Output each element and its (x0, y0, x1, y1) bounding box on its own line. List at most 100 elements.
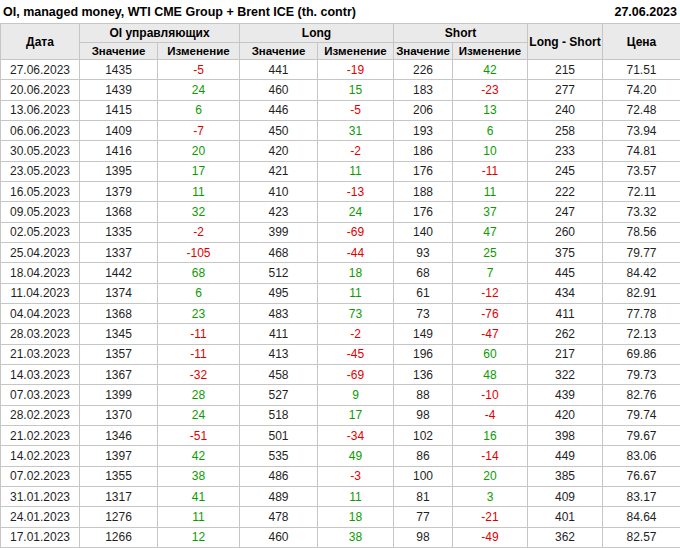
cell-long-short: 222 (528, 181, 603, 201)
cell-price: 84.42 (603, 263, 680, 283)
cell-date: 23.05.2023 (1, 161, 80, 181)
table-row: 04.04.20231368234837373-7641177.78 (1, 303, 680, 323)
cell-oi-change: 41 (158, 486, 240, 506)
cell-date: 30.05.2023 (1, 141, 80, 161)
cell-short-value: 226 (394, 60, 453, 80)
cell-long-change: 9 (318, 385, 394, 405)
cell-price: 82.57 (603, 527, 680, 547)
cell-oi-change: -11 (158, 324, 240, 344)
cell-long-value: 423 (240, 202, 318, 222)
cell-long-short: 398 (528, 425, 603, 445)
cell-long-change: 73 (318, 303, 394, 323)
table-row: 21.03.20231357-11413-451966021769.86 (1, 344, 680, 364)
cell-oi-change: 23 (158, 303, 240, 323)
cell-price: 82.76 (603, 385, 680, 405)
cell-price: 79.74 (603, 405, 680, 425)
cell-long-change: 18 (318, 507, 394, 527)
col-header-price: Цена (603, 24, 680, 60)
cell-short-value: 188 (394, 181, 453, 201)
col-header-long-value: Значение (240, 43, 318, 60)
cell-date: 21.02.2023 (1, 425, 80, 445)
cell-short-change: -11 (453, 161, 528, 181)
table-row: 23.05.202313951742111176-1124573.57 (1, 161, 680, 181)
cell-oi-value: 1367 (80, 364, 158, 384)
table-row: 31.01.20231317414891181340983.17 (1, 486, 680, 506)
cell-short-value: 149 (394, 324, 453, 344)
cell-long-change: 11 (318, 161, 394, 181)
cell-oi-change: 32 (158, 202, 240, 222)
cell-long-short: 434 (528, 283, 603, 303)
cell-long-change: 11 (318, 283, 394, 303)
cell-long-short: 375 (528, 242, 603, 262)
cell-oi-value: 1346 (80, 425, 158, 445)
cell-long-short: 245 (528, 161, 603, 181)
cell-oi-value: 1335 (80, 222, 158, 242)
cell-price: 72.11 (603, 181, 680, 201)
cell-price: 74.20 (603, 80, 680, 100)
cell-long-short: 260 (528, 222, 603, 242)
cell-price: 72.13 (603, 324, 680, 344)
cell-oi-value: 1266 (80, 527, 158, 547)
col-header-short-change: Изменение (453, 43, 528, 60)
cell-oi-value: 1374 (80, 283, 158, 303)
cell-price: 72.48 (603, 100, 680, 120)
cell-long-change: 24 (318, 202, 394, 222)
cell-long-short: 277 (528, 80, 603, 100)
cell-short-value: 206 (394, 100, 453, 120)
cell-oi-value: 1370 (80, 405, 158, 425)
table-row: 07.03.2023139928527988-1043982.76 (1, 385, 680, 405)
cell-long-short: 409 (528, 486, 603, 506)
cell-long-value: 535 (240, 446, 318, 466)
cell-price: 69.86 (603, 344, 680, 364)
cell-oi-value: 1435 (80, 60, 158, 80)
cell-oi-change: -5 (158, 60, 240, 80)
col-header-oi-value: Значение (80, 43, 158, 60)
cell-long-change: 11 (318, 486, 394, 506)
cell-price: 73.32 (603, 202, 680, 222)
cell-short-change: -14 (453, 446, 528, 466)
col-header-long-short: Long - Short (528, 24, 603, 60)
cell-date: 18.04.2023 (1, 263, 80, 283)
cell-short-value: 98 (394, 527, 453, 547)
cell-date: 31.01.2023 (1, 486, 80, 506)
cell-oi-change: 24 (158, 80, 240, 100)
table-row: 20.06.202314392446015183-2327774.20 (1, 80, 680, 100)
cell-long-change: -13 (318, 181, 394, 201)
cell-short-value: 102 (394, 425, 453, 445)
cell-long-value: 460 (240, 527, 318, 547)
cell-short-change: 37 (453, 202, 528, 222)
report-date: 27.06.2023 (614, 5, 677, 19)
cell-oi-value: 1415 (80, 100, 158, 120)
cell-long-short: 401 (528, 507, 603, 527)
cell-price: 76.67 (603, 466, 680, 486)
cell-oi-value: 1337 (80, 242, 158, 262)
cell-short-change: -12 (453, 283, 528, 303)
table-row: 27.06.20231435-5441-192264221571.51 (1, 60, 680, 80)
cell-long-change: -5 (318, 100, 394, 120)
cell-short-value: 68 (394, 263, 453, 283)
cell-date: 14.03.2023 (1, 364, 80, 384)
cell-oi-change: 28 (158, 385, 240, 405)
table-row: 17.01.20231266124603898-4936282.57 (1, 527, 680, 547)
cell-price: 82.91 (603, 283, 680, 303)
cell-date: 14.02.2023 (1, 446, 80, 466)
cell-oi-change: 12 (158, 527, 240, 547)
col-group-oi: OI управляющих (80, 24, 240, 43)
cell-oi-value: 1416 (80, 141, 158, 161)
cell-oi-change: 42 (158, 446, 240, 466)
cell-date: 02.05.2023 (1, 222, 80, 242)
cell-oi-value: 1368 (80, 202, 158, 222)
cell-long-short: 411 (528, 303, 603, 323)
cell-long-short: 258 (528, 120, 603, 140)
cell-oi-value: 1439 (80, 80, 158, 100)
cell-oi-value: 1442 (80, 263, 158, 283)
cell-long-value: 411 (240, 324, 318, 344)
cell-long-value: 446 (240, 100, 318, 120)
cell-date: 25.04.2023 (1, 242, 80, 262)
cell-oi-change: 6 (158, 283, 240, 303)
table-row: 18.04.20231442685121868744584.42 (1, 263, 680, 283)
cell-short-value: 93 (394, 242, 453, 262)
cell-price: 79.73 (603, 364, 680, 384)
cell-long-value: 413 (240, 344, 318, 364)
cell-oi-value: 1409 (80, 120, 158, 140)
